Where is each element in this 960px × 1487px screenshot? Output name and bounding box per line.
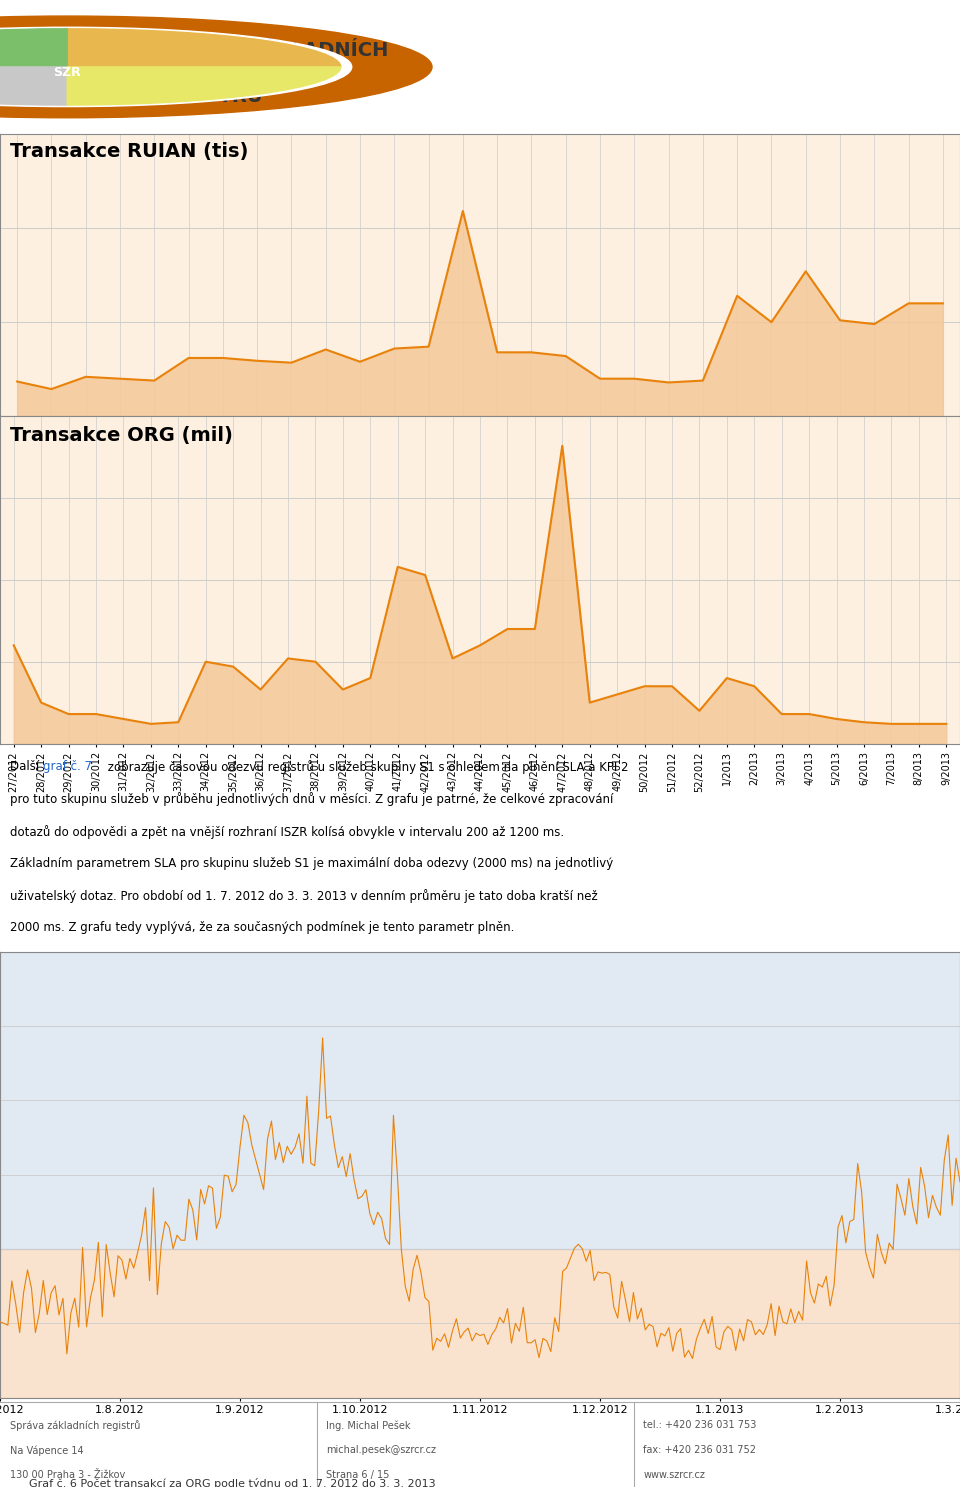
Text: Transakce RUIAN (tis): Transakce RUIAN (tis) (10, 143, 248, 161)
Text: REGISTRŮ: REGISTRŮ (154, 86, 263, 106)
Text: Základním parametrem SLA pro skupinu služeb S1 je maximální doba odezvy (2000 ms: Základním parametrem SLA pro skupinu slu… (10, 857, 612, 870)
Text: Na Vápence 14: Na Vápence 14 (10, 1445, 84, 1456)
Text: Další: Další (10, 760, 42, 773)
Text: www.szrcr.cz: www.szrcr.cz (643, 1471, 705, 1480)
Text: zobrazuje časovou odezvu registrů u služeb skupiny S1 s ohledem na plnění SLA a : zobrazuje časovou odezvu registrů u služ… (104, 760, 628, 775)
Text: pro tuto skupinu služeb v průběhu jednotlivých dnů v měsíci. Z grafu je patrné, : pro tuto skupinu služeb v průběhu jednot… (10, 793, 613, 806)
Wedge shape (0, 28, 67, 67)
Text: Správa základních registrů: Správa základních registrů (10, 1420, 140, 1430)
Text: SZR: SZR (54, 65, 81, 79)
Text: graf č. 7: graf č. 7 (43, 760, 92, 773)
Wedge shape (67, 28, 341, 67)
Text: Graf č. 5 Počet transakcí za RUIAN podle týdnu od 1. 7. 2012 do 3. 3. 2013: Graf č. 5 Počet transakcí za RUIAN podle… (19, 207, 436, 219)
Circle shape (0, 27, 351, 107)
Text: Strana 6 / 15: Strana 6 / 15 (326, 1471, 390, 1480)
Text: SPRÁVA ZÁKLADNÍCH: SPRÁVA ZÁKLADNÍCH (154, 42, 388, 61)
Text: Graf č. 6 Počet transakcí za ORG podle týdnu od 1. 7. 2012 do 3. 3. 2013: Graf č. 6 Počet transakcí za ORG podle t… (29, 1478, 436, 1487)
Text: dotazů do odpovědi a zpět na vnější rozhraní ISZR kolísá obvykle v intervalu 200: dotazů do odpovědi a zpět na vnější rozh… (10, 825, 564, 839)
Text: tel.: +420 236 031 753: tel.: +420 236 031 753 (643, 1420, 756, 1430)
Wedge shape (67, 67, 341, 106)
Circle shape (0, 16, 432, 117)
Text: 2000 ms. Z grafu tedy vyplývá, že za současných podmínek je tento parametr plněn: 2000 ms. Z grafu tedy vyplývá, že za sou… (10, 922, 514, 934)
Text: Transakce ORG (mil): Transakce ORG (mil) (10, 427, 232, 445)
Text: michal.pesek@szrcr.cz: michal.pesek@szrcr.cz (326, 1445, 437, 1456)
Text: 130 00 Praha 3 - Žižkov: 130 00 Praha 3 - Žižkov (10, 1471, 125, 1480)
Wedge shape (0, 67, 67, 106)
Text: Graf č. 7 Časové odezvy systému základních registrů od 1. 7. 2012 do 3. 3. 2013: Graf č. 7 Časové odezvy systému základní… (10, 977, 461, 989)
Text: Ing. Michal Pešek: Ing. Michal Pešek (326, 1420, 411, 1430)
Text: fax: +420 236 031 752: fax: +420 236 031 752 (643, 1445, 756, 1456)
Text: uživatelský dotaz. Pro období od 1. 7. 2012 do 3. 3. 2013 v denním průměru je ta: uživatelský dotaz. Pro období od 1. 7. 2… (10, 889, 597, 903)
